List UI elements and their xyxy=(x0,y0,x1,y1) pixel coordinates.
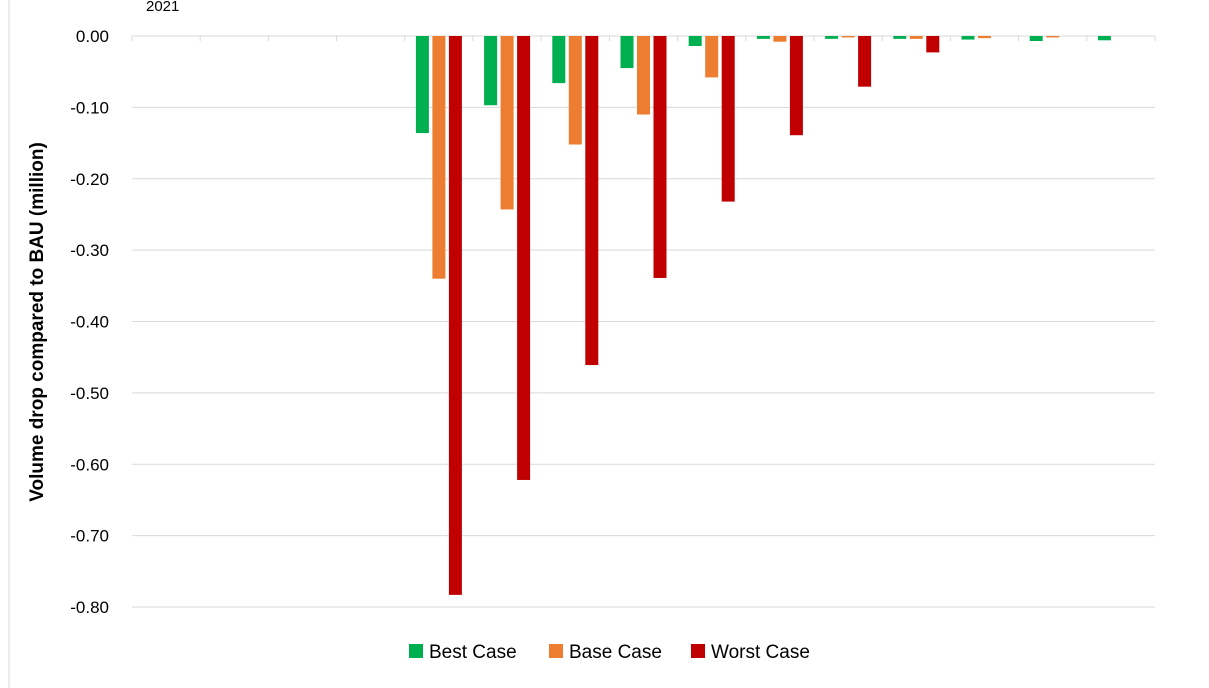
bar-worst-case-11 xyxy=(926,36,940,53)
bar-worst-case-4 xyxy=(448,36,462,595)
y-tick-label: -0.50 xyxy=(70,384,109,403)
legend-swatch-best-case xyxy=(409,644,423,658)
bar-worst-case-7 xyxy=(653,36,667,278)
bar-best-case-4 xyxy=(415,36,429,134)
y-tick-label: -0.60 xyxy=(70,455,109,474)
bar-best-case-9 xyxy=(756,36,770,39)
y-tick-label: 0.00 xyxy=(76,27,109,46)
y-tick-label: -0.40 xyxy=(70,313,109,332)
y-axis-title: Volume drop compared to BAU (million) xyxy=(27,142,48,502)
bar-base-case-12 xyxy=(978,36,991,39)
y-tick-label: -0.70 xyxy=(70,527,109,546)
y-tick-label: -0.10 xyxy=(70,98,109,117)
legend-swatch-worst-case xyxy=(691,644,705,658)
bar-best-case-13 xyxy=(1029,36,1043,41)
bar-best-case-14 xyxy=(1097,36,1111,41)
bar-base-case-4 xyxy=(432,36,446,279)
bar-best-case-8 xyxy=(688,36,702,46)
bar-best-case-10 xyxy=(825,36,839,39)
x-axis-tick-marks xyxy=(131,36,1156,41)
bar-best-case-5 xyxy=(484,36,498,106)
bar-base-case-7 xyxy=(637,36,650,115)
bar-base-case-10 xyxy=(841,36,855,38)
legend-label-best-case: Best Case xyxy=(429,642,517,663)
y-axis-tick-labels: 0.00 -0.10 -0.20 -0.30 -0.40 -0.50 -0.60 -0.70 -… xyxy=(70,27,109,617)
legend: Best Case Base Case Worst Case xyxy=(409,642,810,663)
bar-base-case-5 xyxy=(500,36,514,210)
clipped-top-text: 2021 xyxy=(146,0,179,15)
legend-label-base-case: Base Case xyxy=(569,642,662,663)
bar-worst-case-9 xyxy=(789,36,803,136)
bar-base-case-9 xyxy=(773,36,787,42)
y-tick-label: -0.20 xyxy=(70,170,109,189)
bar-best-case-11 xyxy=(893,36,907,39)
bar-worst-case-8 xyxy=(721,36,735,202)
y-tick-label: -0.80 xyxy=(70,598,109,617)
bar-base-case-6 xyxy=(568,36,582,145)
bar-worst-case-5 xyxy=(517,36,531,480)
bar-worst-case-10 xyxy=(858,36,872,87)
legend-swatch-base-case xyxy=(549,644,563,658)
bar-best-case-7 xyxy=(620,36,634,69)
bars xyxy=(415,36,1111,595)
bar-base-case-13 xyxy=(1046,36,1060,38)
bar-best-case-6 xyxy=(552,36,566,84)
bar-base-case-11 xyxy=(909,36,923,39)
gridlines xyxy=(132,35,1155,608)
bar-base-case-8 xyxy=(705,36,719,78)
bar-best-case-12 xyxy=(961,36,975,40)
legend-label-worst-case: Worst Case xyxy=(711,642,810,663)
bar-worst-case-6 xyxy=(585,36,599,366)
y-tick-label: -0.30 xyxy=(70,241,109,260)
